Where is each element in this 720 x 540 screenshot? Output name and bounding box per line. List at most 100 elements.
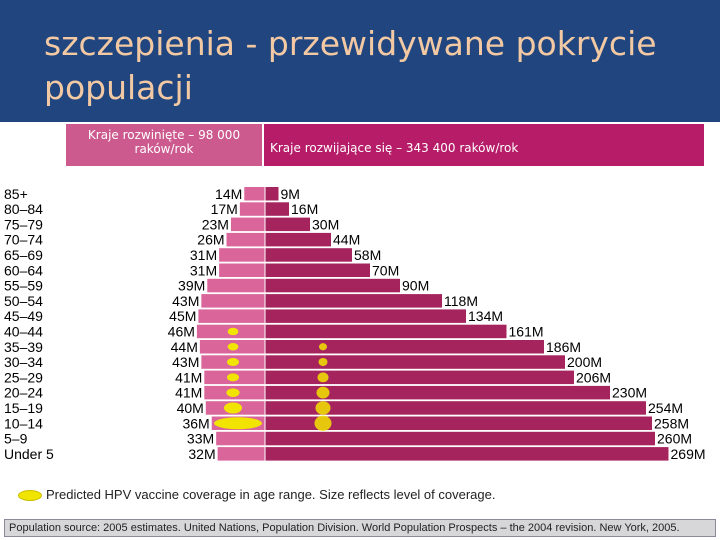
developing-bar — [265, 187, 279, 201]
developed-coverage-dot — [227, 373, 239, 382]
developing-bar — [265, 263, 370, 277]
developed-countries-header: Kraje rozwinięte – 98 000 raków/rok — [66, 124, 262, 166]
developed-bar — [239, 202, 265, 216]
coverage-legend-marker — [18, 490, 42, 501]
developed-value-label: 31M — [190, 247, 217, 263]
developed-bar — [244, 187, 265, 201]
developing-value-label: 161M — [509, 323, 544, 339]
developed-bar — [207, 278, 265, 293]
age-label: 10–14 — [4, 415, 43, 431]
developing-bar — [265, 355, 565, 369]
developing-value-label: 206M — [576, 369, 611, 385]
developing-value-label: 9M — [281, 186, 300, 202]
developed-coverage-dot — [224, 402, 242, 414]
developing-value-label: 269M — [671, 446, 706, 462]
developing-value-label: 30M — [312, 216, 339, 232]
title-bar: szczepienia - przewidywane pokrycie popu… — [0, 0, 720, 122]
developing-value-label: 258M — [654, 415, 689, 431]
developing-coverage-dot — [314, 415, 332, 431]
age-label: 60–64 — [4, 262, 43, 278]
developing-bar — [265, 447, 669, 461]
developing-value-label: 16M — [291, 201, 318, 217]
developing-value-label: 200M — [567, 354, 602, 370]
developing-bar — [265, 217, 310, 232]
developing-value-label: 260M — [657, 431, 692, 447]
developed-bar — [219, 248, 265, 262]
age-label: 80–84 — [4, 201, 43, 217]
age-label: 5–9 — [4, 431, 28, 447]
developed-value-label: 23M — [202, 216, 229, 232]
developing-coverage-dot — [316, 386, 330, 399]
developing-value-label: 90M — [402, 278, 429, 294]
developing-bar — [265, 248, 352, 262]
developing-coverage-dot — [315, 401, 331, 415]
developing-bar — [265, 340, 544, 354]
developing-bar — [265, 309, 466, 323]
developed-coverage-dot — [227, 343, 239, 351]
developed-value-label: 41M — [175, 385, 202, 401]
developed-bar — [201, 294, 265, 308]
age-label: Under 5 — [4, 446, 54, 462]
developed-value-label: 14M — [215, 186, 242, 202]
developing-coverage-dot — [319, 343, 327, 351]
developed-value-label: 43M — [172, 354, 199, 370]
age-label: 70–74 — [4, 232, 43, 248]
age-label: 30–34 — [4, 354, 43, 370]
age-label: 55–59 — [4, 278, 43, 294]
developed-coverage-dot — [226, 388, 240, 397]
developed-value-label: 33M — [187, 431, 214, 447]
developed-value-label: 26M — [197, 232, 224, 248]
developed-value-label: 31M — [190, 262, 217, 278]
developed-coverage-dot — [227, 358, 239, 367]
developing-value-label: 58M — [354, 247, 381, 263]
developing-value-label: 118M — [444, 293, 478, 309]
source-note: Population source: 2005 estimates. Unite… — [4, 519, 716, 537]
developing-value-label: 134M — [468, 308, 503, 324]
developing-value-label: 186M — [546, 339, 581, 355]
age-label: 25–29 — [4, 369, 43, 385]
developed-value-label: 32M — [188, 446, 215, 462]
developing-coverage-dot — [317, 372, 329, 383]
age-label: 50–54 — [4, 293, 43, 309]
developing-bar — [265, 232, 331, 247]
developing-bar — [265, 294, 442, 308]
developed-value-label: 41M — [175, 369, 202, 385]
developing-bar — [265, 416, 652, 430]
age-label: 85+ — [4, 186, 28, 202]
age-label: 20–24 — [4, 385, 43, 401]
developing-countries-header: Kraje rozwijające się – 343 400 raków/ro… — [264, 124, 704, 166]
developed-bar — [219, 263, 265, 277]
page-title: szczepienia - przewidywane pokrycie popu… — [44, 24, 657, 107]
developed-bar — [217, 447, 265, 461]
age-label: 65–69 — [4, 247, 43, 263]
developed-coverage-dot — [227, 327, 239, 336]
developed-bar — [198, 309, 265, 323]
developed-bar — [216, 431, 265, 446]
age-label: 75–79 — [4, 216, 43, 232]
developing-coverage-dot — [318, 358, 328, 367]
developing-value-label: 230M — [612, 385, 647, 401]
developed-value-label: 45M — [169, 308, 196, 324]
legend-text: Predicted HPV vaccine coverage in age ra… — [46, 487, 496, 502]
age-label: 15–19 — [4, 400, 43, 416]
developed-value-label: 17M — [211, 201, 238, 217]
developing-bar — [265, 324, 507, 339]
developing-bar — [265, 202, 289, 216]
developed-value-label: 46M — [168, 323, 195, 339]
developing-value-label: 44M — [333, 232, 360, 248]
developed-bar — [226, 232, 265, 247]
developing-bar — [265, 401, 646, 415]
developed-value-label: 43M — [172, 293, 199, 309]
developed-value-label: 44M — [171, 339, 198, 355]
developed-value-label: 36M — [182, 415, 209, 431]
developing-value-label: 70M — [372, 262, 399, 278]
population-pyramid-chart: 85+ 14M 9M 80–84 17M 16M 75–79 23M 30M 70–74 26M 44… — [4, 185, 706, 463]
developed-bar — [230, 217, 265, 232]
age-label: 45–49 — [4, 308, 43, 324]
developed-value-label: 39M — [178, 278, 205, 294]
age-label: 40–44 — [4, 323, 43, 339]
legend: Predicted HPV vaccine coverage in age ra… — [8, 486, 608, 506]
developed-value-label: 40M — [177, 400, 204, 416]
age-label: 35–39 — [4, 339, 43, 355]
developing-bar — [265, 385, 610, 400]
